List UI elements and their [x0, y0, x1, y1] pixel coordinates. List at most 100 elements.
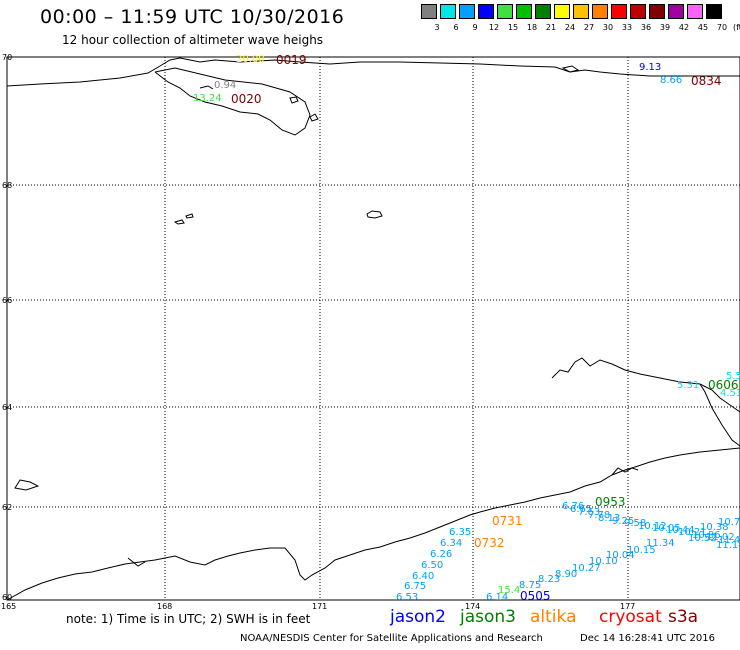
satellite-legend-s3a: s3a: [668, 607, 699, 627]
color-scale-swatch: [554, 4, 570, 19]
color-scale-label: 30: [602, 23, 614, 32]
lon-label: 165: [1, 602, 17, 611]
lat-label: 64: [2, 403, 13, 412]
color-scale-label: 39: [659, 23, 671, 32]
swh-observation: 0.94: [214, 80, 237, 91]
color-scale-label: 45: [697, 23, 709, 32]
color-scale-swatch: [592, 4, 608, 19]
swh-observation: 6.14: [486, 592, 509, 603]
swh-observation: 8.23: [538, 574, 561, 585]
swh-observation: 10.7: [718, 517, 740, 528]
color-scale-swatch: [630, 4, 646, 19]
coastline: [6, 57, 740, 601]
pass-time-label: 0019: [276, 53, 307, 67]
swh-observation: 20.00: [236, 54, 265, 65]
lat-label: 66: [2, 296, 13, 305]
color-scale-swatch: [497, 4, 513, 19]
svg-text:6.65: 6.65: [570, 504, 592, 515]
footer-note: note: 1) Time is in UTC; 2) SWH is in fe…: [66, 612, 311, 626]
color-scale-swatch: [573, 4, 589, 19]
swh-observation: 6.50: [421, 560, 444, 571]
pass-time-label: 0731: [492, 514, 523, 528]
lat-label: 70: [2, 53, 13, 62]
swh-observation: 5.31: [677, 380, 700, 391]
swh-observation: 10.38: [700, 522, 729, 533]
graticule: [7, 56, 740, 600]
swh-observation: 13.24: [193, 93, 222, 104]
swh-observation: 15.4: [498, 585, 521, 596]
swh-observation: 6.26: [430, 549, 453, 560]
color-scale-swatch: [516, 4, 532, 19]
color-scale-label: 18: [526, 23, 538, 32]
svg-text:10.86: 10.86: [692, 530, 721, 541]
svg-text:10.21: 10.21: [678, 527, 707, 538]
generation-timestamp: Dec 14 16:28:41 UTC 2016: [580, 633, 715, 644]
pass-time-label: 0834: [691, 74, 722, 88]
swh-observation: 6.40: [412, 571, 435, 582]
swh-observation: 6.34: [440, 538, 463, 549]
color-scale-label: 42: [678, 23, 690, 32]
color-scale-swatch: [668, 4, 684, 19]
color-scale-label: 15: [507, 23, 519, 32]
swh-observation: 8.66: [660, 75, 683, 86]
swh-observation: 6.35: [449, 527, 472, 538]
color-scale-label: 36: [640, 23, 652, 32]
swh-observation: 9.13: [639, 62, 662, 73]
swh-observation: 11.14: [716, 540, 740, 551]
pass-time-label: 0953: [595, 495, 626, 509]
map-subtitle: 12 hour collection of altimeter wave hei…: [62, 33, 324, 47]
svg-text:10.12: 10.12: [638, 521, 667, 532]
color-scale-label: 12: [488, 23, 500, 32]
svg-text:7.63: 7.63: [578, 507, 600, 518]
track-clutter: 6.766.657.63 7.788.139.25 9.5810.1210.05…: [562, 501, 740, 546]
satellite-legend-cryosat: cryosat: [599, 607, 662, 627]
swh-observation: 10.04: [606, 550, 635, 561]
swh-observation: 10.10: [589, 556, 618, 567]
swh-observation: 5.59: [726, 371, 740, 382]
pass-time-label: 0505: [520, 589, 551, 603]
svg-text:8.13: 8.13: [598, 513, 620, 524]
color-scale-swatch: [421, 4, 437, 19]
swh-observation: 8.90: [555, 569, 578, 580]
color-scale-swatch: [478, 4, 494, 19]
color-scale-label: 24: [564, 23, 576, 32]
swh-observation: 4.51: [720, 388, 740, 399]
color-scale-swatch: [649, 4, 665, 19]
svg-text:7.78: 7.78: [588, 510, 610, 521]
color-scale-swatch: [687, 4, 703, 19]
pass-time-label: 0732: [474, 536, 505, 550]
pass-time-label: 0606: [708, 378, 739, 392]
svg-text:10.44: 10.44: [666, 525, 695, 536]
swh-observation: 6.53: [396, 592, 419, 603]
swh-observation: 6.75: [404, 581, 427, 592]
svg-text:10.05: 10.05: [652, 523, 681, 534]
lat-label: 68: [2, 181, 13, 190]
lon-label: 171: [312, 602, 328, 611]
satellite-legend-altika: altika: [530, 607, 577, 627]
svg-text:11.43: 11.43: [718, 535, 740, 546]
lon-label: 174: [465, 602, 481, 611]
color-scale-swatch: [706, 4, 722, 19]
swh-observation: 10.52: [688, 533, 717, 544]
color-scale-swatch: [535, 4, 551, 19]
pass-time-label: 0020: [231, 92, 262, 106]
lat-label: 60: [2, 593, 13, 602]
satellite-legend-jason3: jason3: [460, 607, 516, 627]
swh-observation: 11.34: [646, 538, 675, 549]
color-scale-swatch: [440, 4, 456, 19]
map-title: 00:00 – 11:59 UTC 10/30/2016: [40, 6, 345, 28]
color-scale-label: 21: [545, 23, 557, 32]
lon-label: 168: [157, 602, 173, 611]
color-scale-label: 70: [716, 23, 728, 32]
color-scale-label: 27: [583, 23, 595, 32]
svg-text:9.25: 9.25: [612, 516, 634, 527]
swh-observation: 10.27: [572, 563, 601, 574]
svg-text:6.76: 6.76: [562, 501, 584, 512]
color-scale-unit: (ft): [732, 23, 740, 32]
lon-label: 177: [620, 602, 636, 611]
svg-text:11.02: 11.02: [706, 532, 735, 543]
svg-text:9.58: 9.58: [624, 518, 646, 529]
color-scale-label: 9: [472, 23, 478, 32]
color-scale-label: 6: [453, 23, 459, 32]
